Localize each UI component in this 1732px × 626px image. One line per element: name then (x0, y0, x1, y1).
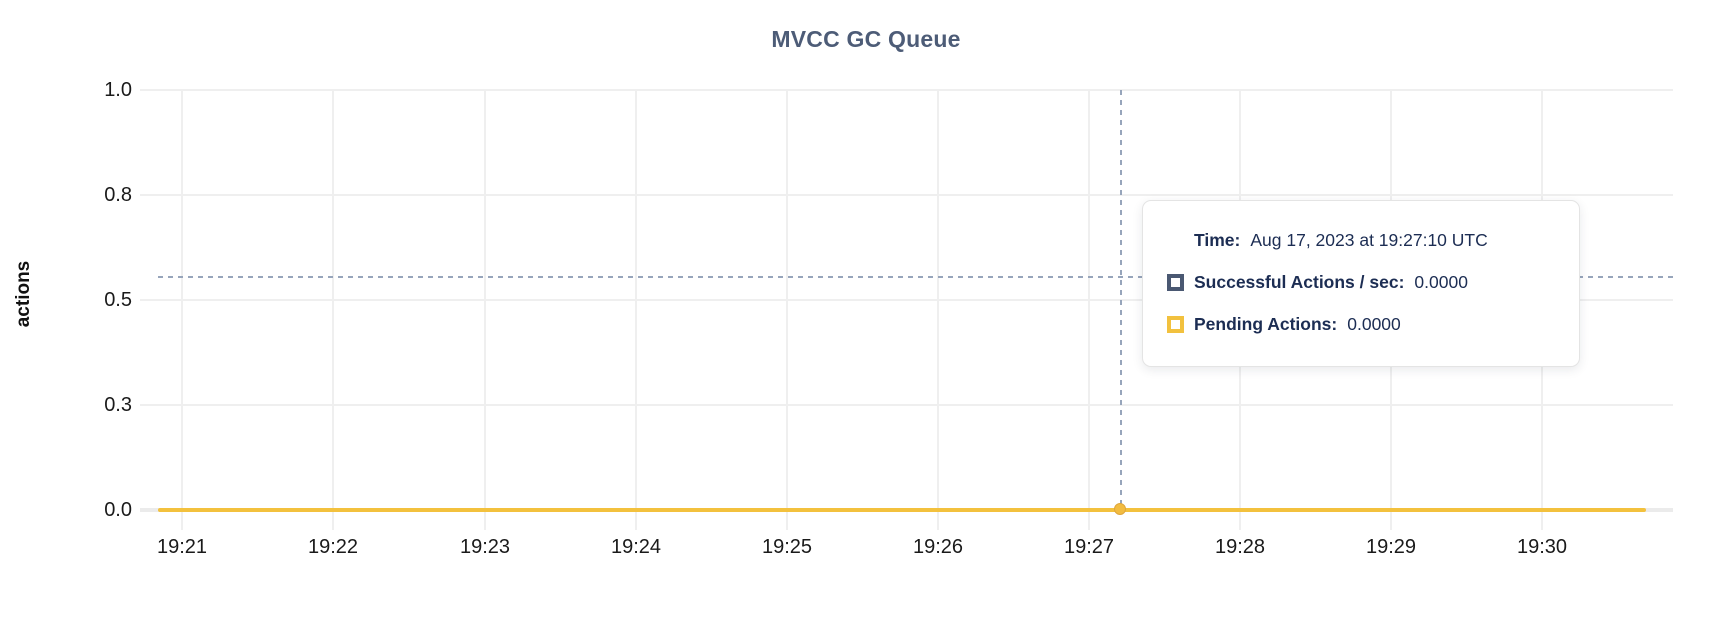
successful-actions-swatch-icon (1167, 273, 1184, 291)
pending-actions-swatch-icon (1167, 315, 1184, 333)
gridline-horizontal (140, 404, 1673, 406)
gridline-vertical (937, 90, 939, 530)
tooltip-time-row: Time: Aug 17, 2023 at 19:27:10 UTC (1167, 226, 1559, 254)
gridline-vertical (181, 90, 183, 530)
gridline-vertical (786, 90, 788, 530)
gridline-vertical (332, 90, 334, 530)
chart-tooltip: Time: Aug 17, 2023 at 19:27:10 UTC Succe… (1142, 200, 1580, 367)
tooltip-series-value: 0.0000 (1347, 313, 1401, 334)
x-tick-label: 19:30 (1516, 536, 1568, 558)
x-tick-label: 19:21 (156, 536, 208, 558)
x-tick-label: 19:26 (912, 536, 964, 558)
gridline-vertical (1088, 90, 1090, 530)
x-tick-label: 19:22 (307, 536, 359, 558)
gridline-horizontal (140, 89, 1673, 91)
y-tick-label: 0.3 (104, 394, 132, 416)
gridline-vertical (484, 90, 486, 530)
tooltip-series-label: Successful Actions / sec: (1194, 271, 1405, 292)
x-tick-label: 19:27 (1063, 536, 1115, 558)
x-tick-label: 19:25 (761, 536, 813, 558)
tooltip-series-row-pending: Pending Actions: 0.0000 (1167, 310, 1559, 338)
crosshair-vertical-line (1120, 90, 1122, 506)
x-tick-label: 19:29 (1365, 536, 1417, 558)
y-tick-label: 1.0 (104, 79, 132, 101)
series-line-pending-actions (158, 508, 1646, 512)
tooltip-time-value: Aug 17, 2023 at 19:27:10 UTC (1250, 229, 1488, 250)
tooltip-series-label: Pending Actions: (1194, 313, 1338, 334)
tooltip-series-value: 0.0000 (1414, 271, 1468, 292)
x-tick-label: 19:23 (459, 536, 511, 558)
hovered-data-point (1114, 503, 1126, 515)
y-tick-label: 0.5 (104, 289, 132, 311)
y-axis-label: actions (13, 260, 34, 328)
tooltip-series-row-successful: Successful Actions / sec: 0.0000 (1167, 268, 1559, 296)
y-tick-label: 0.8 (104, 184, 132, 206)
gridline-vertical (635, 90, 637, 530)
chart-title: MVCC GC Queue (771, 26, 961, 52)
y-tick-label: 0.0 (104, 499, 132, 521)
x-tick-label: 19:28 (1214, 536, 1266, 558)
gridline-horizontal (140, 299, 1673, 301)
x-tick-label: 19:24 (610, 536, 662, 558)
tooltip-time-label: Time: (1194, 229, 1241, 250)
crosshair-horizontal-line (158, 276, 1673, 278)
gridline-horizontal (140, 194, 1673, 196)
